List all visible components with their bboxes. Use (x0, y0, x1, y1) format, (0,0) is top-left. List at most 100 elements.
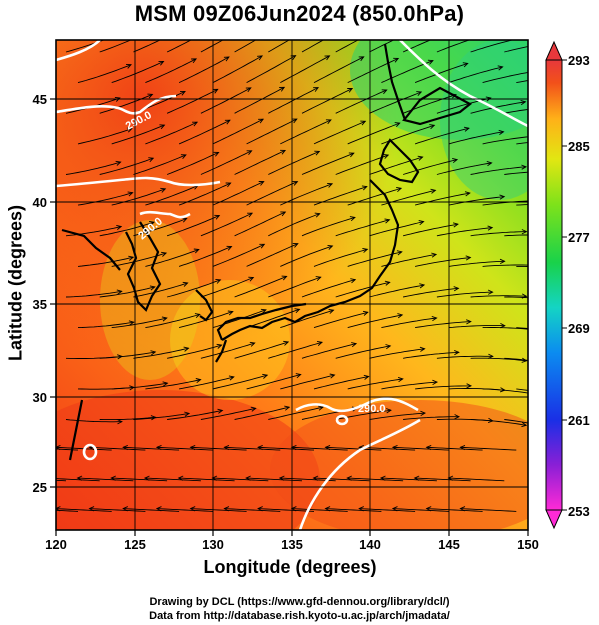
streamline (470, 295, 527, 298)
streamline (369, 40, 395, 53)
streamline-arrowhead (181, 217, 188, 223)
streamline (347, 378, 403, 390)
x-axis-label: Longitude (degrees) (203, 557, 377, 577)
streamline (516, 204, 528, 206)
streamline (470, 40, 514, 53)
streamline (111, 382, 168, 390)
streamline-arrowhead (214, 214, 221, 220)
colorbar-tick-label: 277 (568, 230, 590, 245)
streamline-arrowhead (115, 160, 122, 166)
streamline (392, 446, 449, 451)
streamline-arrowhead (116, 224, 123, 230)
streamline-arrowhead (258, 118, 265, 124)
streamline (268, 87, 319, 114)
streamline-arrowhead (384, 280, 391, 286)
streamline-arrowhead (147, 93, 154, 99)
streamline (482, 264, 528, 267)
y-tick-label: 40 (33, 195, 47, 210)
streamline-arrowhead (180, 154, 187, 159)
streamline-arrowhead (291, 118, 298, 124)
streamline-arrowhead (183, 346, 190, 352)
streamline (280, 183, 333, 206)
streamline-arrowhead (223, 444, 230, 451)
streamline (369, 412, 426, 420)
streamline-arrowhead (327, 182, 334, 188)
streamline (347, 314, 403, 329)
streamline-arrowhead (466, 383, 473, 389)
streamline (325, 446, 382, 451)
streamline (470, 101, 526, 114)
streamline (280, 245, 333, 267)
streamline-arrowhead (363, 374, 370, 380)
streamline (99, 351, 156, 359)
streamline (516, 265, 528, 267)
streamline (123, 446, 180, 451)
streamline-arrowhead (327, 244, 334, 250)
streamline (436, 162, 492, 175)
streamline (381, 253, 437, 267)
streamline-arrowhead (520, 99, 527, 106)
streamline (212, 477, 269, 482)
colorbar-tick-label: 261 (568, 413, 590, 428)
streamline (65, 40, 105, 53)
streamline (166, 151, 219, 175)
streamline (178, 477, 235, 482)
streamline-arrowhead (358, 506, 364, 512)
map-title: MSM 09Z06Jun2024 (850.0hPa) (134, 1, 465, 26)
x-tick-label: 145 (438, 537, 460, 552)
streamline-arrowhead (125, 63, 132, 69)
streamline (133, 412, 190, 420)
streamline (65, 290, 122, 298)
streamline (200, 212, 253, 237)
streamline-arrowhead (161, 316, 168, 322)
streamline (280, 309, 334, 329)
streamline (111, 60, 164, 84)
streamline (234, 149, 286, 175)
streamline (460, 508, 517, 512)
streamline (369, 91, 422, 114)
x-tick-label: 125 (124, 537, 146, 552)
streamline-arrowhead (497, 65, 504, 71)
streamline (246, 181, 298, 206)
streamline-arrowhead (379, 475, 386, 481)
streamline-arrowhead (122, 444, 128, 451)
streamline (504, 171, 528, 175)
streamline-arrowhead (228, 375, 235, 381)
streamline-arrowhead (149, 285, 156, 291)
streamline (111, 477, 168, 482)
streamline (133, 218, 187, 237)
streamline (200, 407, 256, 420)
streamline-arrowhead (314, 150, 321, 156)
streamline (178, 56, 230, 84)
streamline (335, 40, 359, 53)
colorbar-tick-label: 269 (568, 321, 590, 336)
streamline (414, 192, 470, 206)
streamline (234, 40, 257, 53)
x-tick-label: 130 (202, 537, 224, 552)
streamline-arrowhead (194, 313, 201, 319)
streamline-arrowhead (189, 444, 196, 451)
streamline (415, 257, 471, 267)
streamline-arrowhead (189, 506, 196, 512)
streamline (436, 40, 471, 53)
streamline (212, 181, 264, 206)
streamline (313, 56, 364, 84)
streamline (200, 277, 254, 298)
streamline (313, 120, 366, 145)
axis-ticks (50, 98, 529, 536)
streamline-arrowhead (381, 89, 388, 95)
streamline (179, 376, 234, 390)
streamline (178, 119, 231, 145)
streamline (380, 477, 437, 482)
colorbar-min-arrow (545, 509, 563, 530)
streamline (470, 166, 527, 175)
y-tick-labels: 25 30 35 40 45 (33, 92, 47, 495)
streamline (335, 89, 387, 114)
streamline-arrowhead (567, 73, 572, 77)
streamline-arrowhead (246, 150, 253, 155)
streamline-arrowhead (325, 119, 332, 125)
streamline-arrowhead (430, 188, 437, 194)
streamline-arrowhead (180, 90, 186, 96)
streamline-arrowhead (416, 91, 423, 97)
streamline-arrowhead (533, 392, 538, 396)
